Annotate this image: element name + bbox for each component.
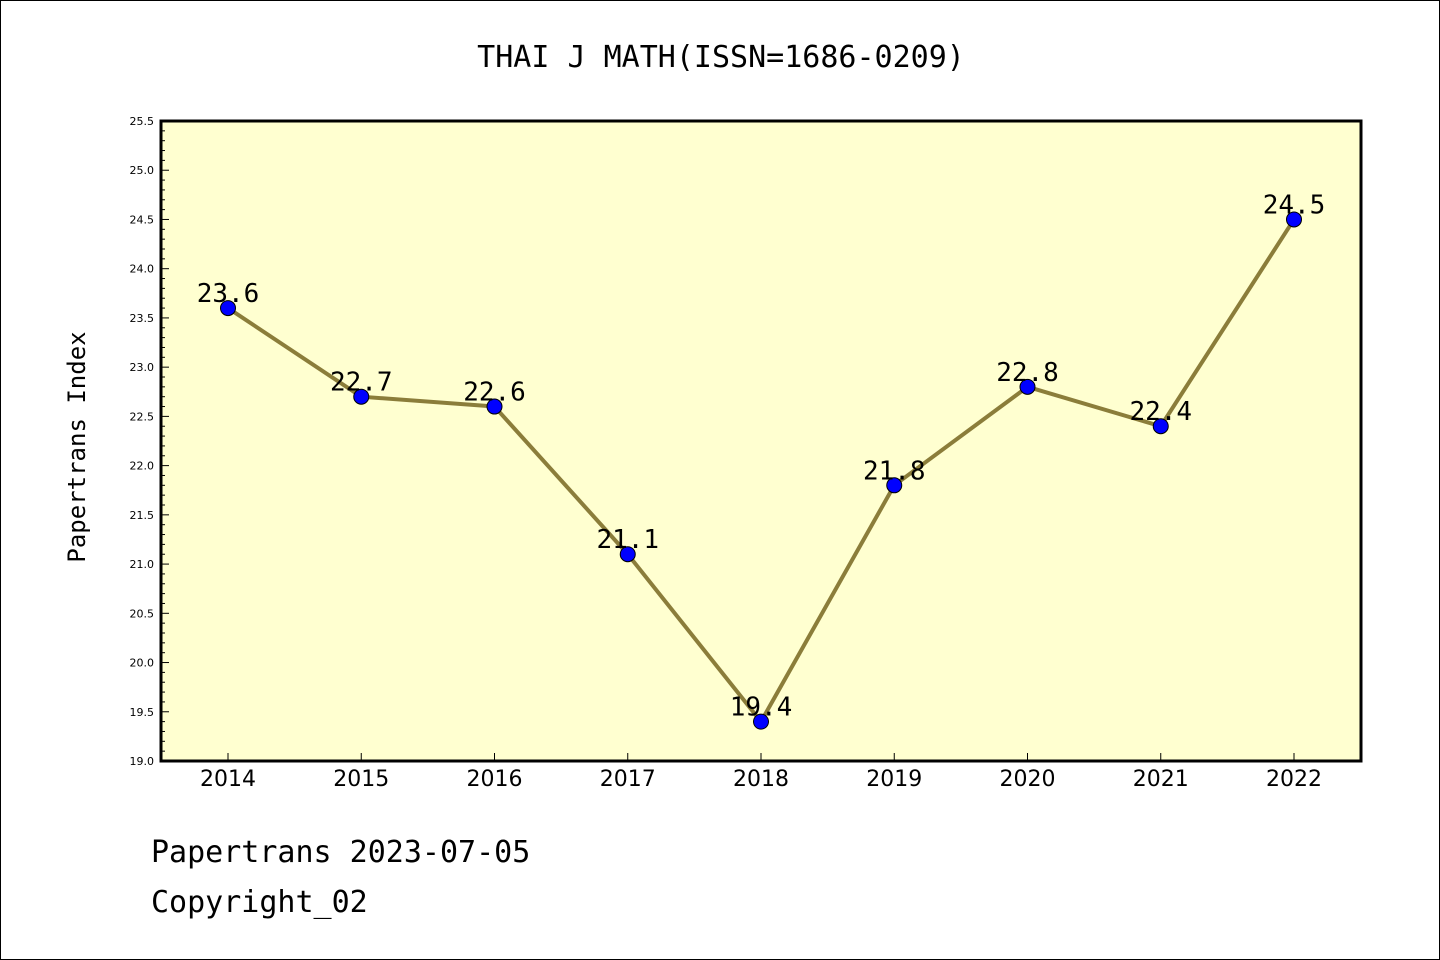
x-tick-label: 2021 [1133,767,1189,792]
data-label: 22.7 [330,368,393,398]
data-label: 21.1 [596,525,659,555]
data-point-marker [753,713,769,730]
chart-title: THAI J MATH(ISSN=1686-0209) [477,40,965,75]
plot-area [159,119,1363,763]
x-tick-label: 2020 [1000,767,1056,792]
data-label: 22.6 [463,378,526,408]
data-label: 22.8 [996,358,1059,388]
data-point-marker [1152,418,1169,435]
y-tick-label: 21.5 [130,509,155,522]
data-label: 24.5 [1263,190,1326,220]
y-tick-label: 20.5 [130,607,155,620]
y-tick-label: 19.0 [130,755,155,768]
data-label: 23.6 [197,279,260,309]
data-point-marker [1286,211,1302,228]
series-papertrans-index: 23.6 22.7 22.6 21.1 19.4 21.8 22.8 22.4 24.5 [197,190,1326,730]
y-tick-label: 23.0 [130,361,155,374]
data-point-marker [353,388,370,405]
footer-date-line: Papertrans 2023-07-05 [151,835,531,870]
data-point-marker [486,398,503,415]
y-tick-label: 22.0 [130,460,155,473]
footer-copyright: Copyright_02 [151,885,368,920]
x-tick-label: 2016 [467,767,523,792]
x-tick-label: 2017 [600,767,656,792]
y-tick-label: 21.0 [130,558,155,571]
data-point-marker [619,546,636,563]
y-tick-label: 19.5 [130,706,155,719]
data-label: 19.4 [730,693,793,723]
x-tick-label: 2022 [1266,767,1322,792]
y-tick-label: 24.5 [130,213,155,226]
data-point-marker [220,300,236,317]
x-tick-label: 2014 [200,767,256,792]
y-tick-label: 24.0 [130,263,155,276]
x-axis-ticks: 2014 2015 2016 2017 2018 2019 2020 2021 2022 [200,753,1322,792]
y-tick-label: 25.5 [130,115,155,128]
y-tick-label: 20.0 [130,657,155,670]
x-tick-label: 2015 [333,767,389,792]
x-tick-label: 2018 [733,767,789,792]
y-tick-label: 23.5 [130,312,155,325]
data-label: 21.8 [863,456,926,486]
data-point-marker [886,477,903,494]
y-axis-label: Papertrans Index [63,331,91,562]
data-label: 22.4 [1129,397,1192,427]
x-tick-label: 2019 [866,767,922,792]
y-tick-label: 22.5 [130,410,155,423]
data-point-marker [1019,378,1036,395]
y-axis-ticks: 19.0 19.5 20.0 20.5 21.0 21.5 22.0 22.5 23.0 23.5… [130,115,169,768]
y-tick-label: 25.0 [130,164,155,177]
